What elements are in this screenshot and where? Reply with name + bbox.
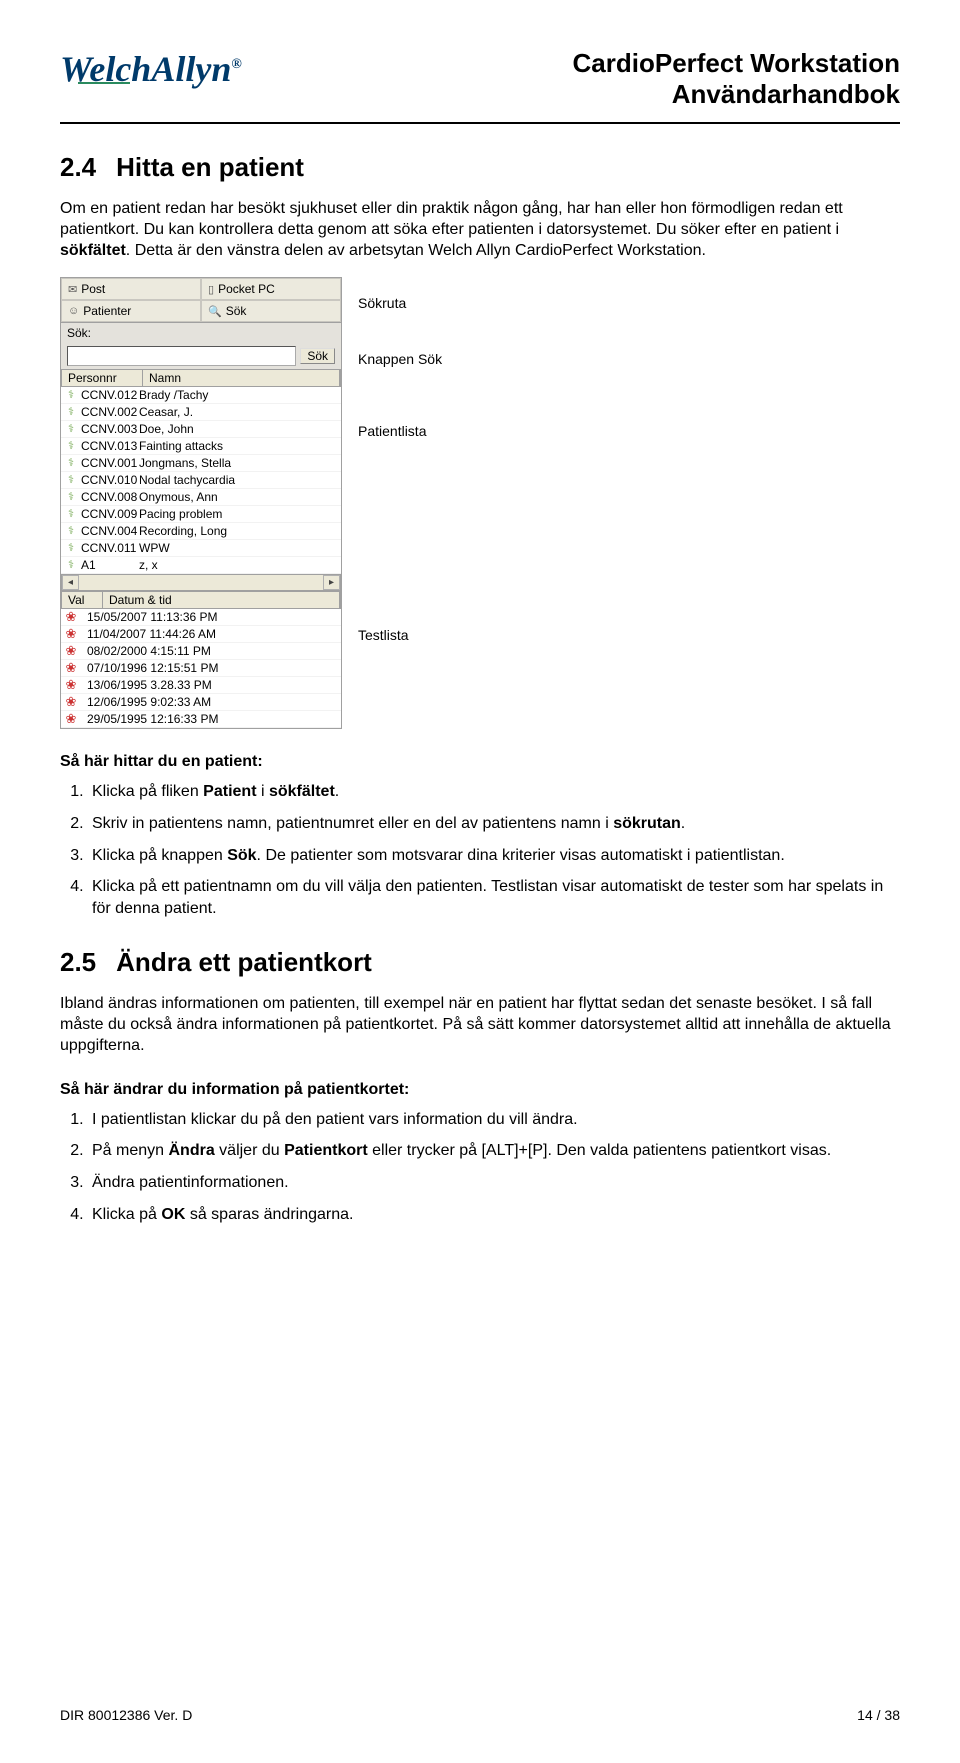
page-header: WelchAllyn® ⎯⎯⎯ CardioPerfect Workstatio…: [60, 48, 900, 124]
step: Skriv in patientens namn, patientnumret …: [88, 813, 900, 835]
step: Klicka på ett patientnamn om du vill väl…: [88, 876, 900, 919]
logo: WelchAllyn® ⎯⎯⎯: [60, 48, 242, 88]
step: Klicka på knappen Sök. De patienter som …: [88, 845, 900, 867]
list-item[interactable]: ❀07/10/1996 12:15:51 PM: [61, 660, 341, 677]
page-footer: DIR 80012386 Ver. D 14 / 38: [60, 1683, 900, 1723]
step: I patientlistan klickar du på den patien…: [88, 1109, 900, 1131]
person-icon: ⚕: [61, 524, 81, 538]
lungs-icon: ❀: [61, 610, 81, 624]
tab-patienter[interactable]: ☺Patienter: [61, 300, 201, 322]
list-item[interactable]: ⚕A1z, x: [61, 557, 341, 574]
lungs-icon: ❀: [61, 712, 81, 726]
screenshot-illustration: ✉Post ▯Pocket PC ☺Patienter 🔍Sök Sök: Sö…: [60, 277, 900, 729]
test-list: ❀15/05/2007 11:13:36 PM ❀11/04/2007 11:4…: [61, 609, 341, 728]
list-item[interactable]: ⚕CCNV.010Nodal tachycardia: [61, 472, 341, 489]
list-item[interactable]: ⚕CCNV.003Doe, John: [61, 421, 341, 438]
list-item[interactable]: ❀12/06/1995 9:02:33 AM: [61, 694, 341, 711]
lungs-icon: ❀: [61, 644, 81, 658]
list-item[interactable]: ⚕CCNV.012Brady /Tachy: [61, 387, 341, 404]
list-item[interactable]: ❀13/06/1995 3.28.33 PM: [61, 677, 341, 694]
h-scrollbar[interactable]: ◂▸: [61, 574, 341, 591]
scroll-right-icon[interactable]: ▸: [323, 575, 340, 590]
section-2-4-heading: 2.4Hitta en patient: [60, 152, 900, 183]
step: Klicka på fliken Patient i sökfältet.: [88, 781, 900, 803]
list-item[interactable]: ⚕CCNV.004Recording, Long: [61, 523, 341, 540]
tab-post[interactable]: ✉Post: [61, 278, 201, 300]
step: På menyn Ändra väljer du Patientkort ell…: [88, 1140, 900, 1162]
list-item[interactable]: ❀29/05/1995 12:16:33 PM: [61, 711, 341, 728]
person-icon: ⚕: [61, 456, 81, 470]
col-datum: Datum & tid: [103, 592, 340, 608]
person-icon: ⚕: [61, 388, 81, 402]
list-item[interactable]: ❀15/05/2007 11:13:36 PM: [61, 609, 341, 626]
person-icon: ⚕: [61, 558, 81, 572]
person-icon: ☺: [68, 305, 79, 317]
lungs-icon: ❀: [61, 661, 81, 675]
scroll-left-icon[interactable]: ◂: [62, 575, 79, 590]
mail-icon: ✉: [68, 283, 77, 296]
steps-find: Klicka på fliken Patient i sökfältet. Sk…: [60, 781, 900, 919]
lungs-icon: ❀: [61, 627, 81, 641]
test-list-header: Val Datum & tid: [61, 591, 341, 609]
doc-title-2: Användarhandbok: [573, 79, 900, 110]
col-namn: Namn: [143, 370, 340, 386]
section-2-5-intro: Ibland ändras informationen om patienten…: [60, 994, 900, 1056]
search-button[interactable]: Sök: [300, 348, 335, 364]
list-item[interactable]: ❀08/02/2000 4:15:11 PM: [61, 643, 341, 660]
search-input[interactable]: [67, 346, 296, 366]
footer-left: DIR 80012386 Ver. D: [60, 1707, 192, 1723]
steps-edit: I patientlistan klickar du på den patien…: [60, 1109, 900, 1225]
section-2-5-heading: 2.5Ändra ett patientkort: [60, 947, 900, 978]
search-panel: ✉Post ▯Pocket PC ☺Patienter 🔍Sök Sök: Sö…: [60, 277, 342, 729]
magnifier-icon: 🔍: [208, 305, 222, 318]
list-item[interactable]: ⚕CCNV.001Jongmans, Stella: [61, 455, 341, 472]
callout-sokruta: Sökruta: [358, 295, 442, 319]
howto-find-heading: Så här hittar du en patient:: [60, 753, 900, 771]
footer-right: 14 / 38: [857, 1707, 900, 1723]
tab-pocket-pc[interactable]: ▯Pocket PC: [201, 278, 341, 300]
person-icon: ⚕: [61, 507, 81, 521]
section-2-4-intro: Om en patient redan har besökt sjukhuset…: [60, 199, 900, 261]
person-icon: ⚕: [61, 541, 81, 555]
list-item[interactable]: ⚕CCNV.002Ceasar, J.: [61, 404, 341, 421]
callout-knappsok: Knappen Sök: [358, 351, 442, 375]
list-item[interactable]: ⚕CCNV.011WPW: [61, 540, 341, 557]
person-icon: ⚕: [61, 490, 81, 504]
list-item[interactable]: ⚕CCNV.009Pacing problem: [61, 506, 341, 523]
list-item[interactable]: ⚕CCNV.013Fainting attacks: [61, 438, 341, 455]
list-item[interactable]: ⚕CCNV.008Onymous, Ann: [61, 489, 341, 506]
lungs-icon: ❀: [61, 678, 81, 692]
search-label: Sök:: [67, 326, 91, 340]
person-icon: ⚕: [61, 422, 81, 436]
howto-edit-heading: Så här ändrar du information på patientk…: [60, 1081, 900, 1099]
col-personnr: Personnr: [62, 370, 143, 386]
col-val: Val: [62, 592, 103, 608]
patient-list: ⚕CCNV.012Brady /Tachy ⚕CCNV.002Ceasar, J…: [61, 387, 341, 574]
callout-testlista: Testlista: [358, 627, 442, 651]
person-icon: ⚕: [61, 439, 81, 453]
patient-list-header: Personnr Namn: [61, 369, 341, 387]
person-icon: ⚕: [61, 405, 81, 419]
list-item[interactable]: ❀11/04/2007 11:44:26 AM: [61, 626, 341, 643]
step: Klicka på OK så sparas ändringarna.: [88, 1204, 900, 1226]
pda-icon: ▯: [208, 283, 214, 296]
doc-title-1: CardioPerfect Workstation: [573, 48, 900, 79]
callout-patientlista: Patientlista: [358, 423, 442, 447]
lungs-icon: ❀: [61, 695, 81, 709]
step: Ändra patientinformationen.: [88, 1172, 900, 1194]
tab-sok[interactable]: 🔍Sök: [201, 300, 341, 322]
person-icon: ⚕: [61, 473, 81, 487]
